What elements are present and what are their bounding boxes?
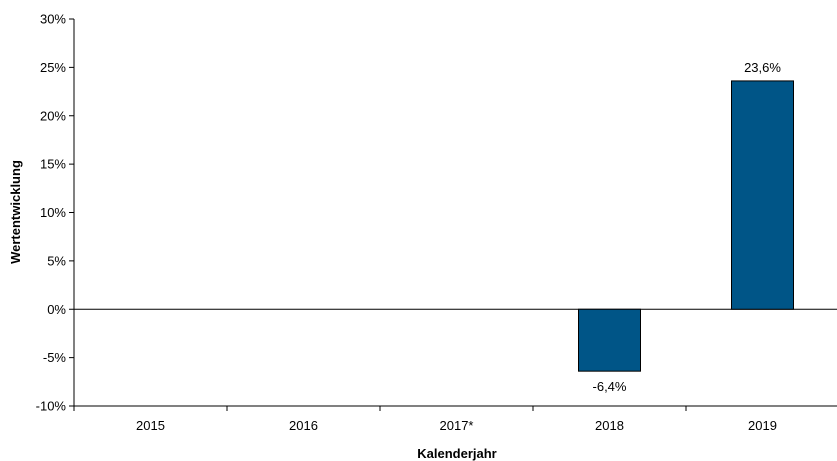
bar-2019 xyxy=(732,81,794,309)
bar-2018 xyxy=(579,309,641,371)
y-tick-label: 25% xyxy=(40,60,66,75)
x-tick-label: 2015 xyxy=(136,418,165,433)
bars xyxy=(579,81,794,371)
data-label-2019: 23,6% xyxy=(744,60,781,75)
y-tick-label: 10% xyxy=(40,205,66,220)
x-tick-label: 2018 xyxy=(595,418,624,433)
plot-area xyxy=(74,19,837,406)
y-axis-title: Wertentwicklung xyxy=(8,160,23,264)
y-tick-label: -10% xyxy=(36,399,67,414)
y-tick-label: 20% xyxy=(40,108,66,123)
x-tick-label: 2016 xyxy=(289,418,318,433)
x-tick-label: 2019 xyxy=(748,418,777,433)
x-axis-ticks: 2015 2016 2017* 2018 2019 xyxy=(74,406,837,433)
x-tick-label: 2017* xyxy=(440,418,474,433)
y-tick-label: 15% xyxy=(40,157,66,172)
y-tick-label: -5% xyxy=(43,350,67,365)
y-tick-label: 0% xyxy=(47,302,66,317)
x-axis-title: Kalenderjahr xyxy=(417,446,496,461)
y-tick-label: 30% xyxy=(40,12,66,27)
y-axis-ticks: 30% 25% 20% 15% 10% 5% 0% -5% -10% xyxy=(36,12,74,414)
y-tick-label: 5% xyxy=(47,253,66,268)
data-label-2018: -6,4% xyxy=(593,379,627,394)
